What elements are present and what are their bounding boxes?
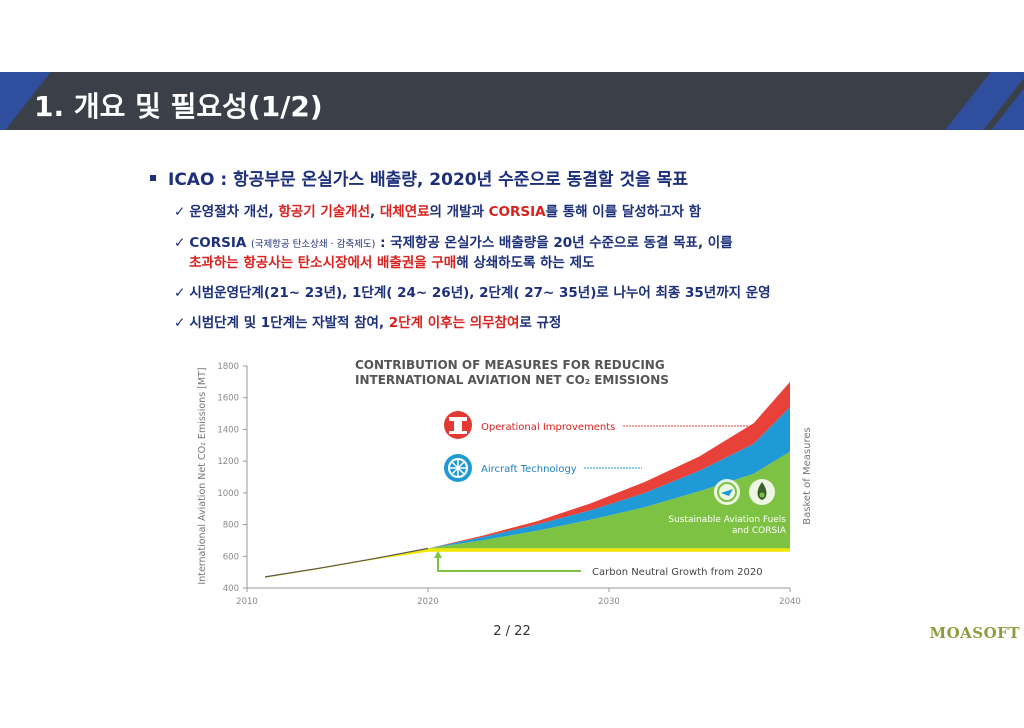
operational-improvements-icon: [444, 411, 472, 439]
aircraft-technology-label: Aircraft Technology: [481, 464, 577, 475]
sub2-text-c: : 국제항공 온실가스 배출량을 20년 수준으로 동결 목표, 이를: [375, 235, 733, 251]
cng-label: Carbon Neutral Growth from 2020: [592, 567, 763, 578]
sub1-text-f: CORSIA: [488, 204, 546, 220]
y-tick-label: 600: [223, 552, 239, 562]
sub4-text-c: 로 규정: [519, 315, 562, 331]
y-tick-label: 1000: [217, 489, 239, 499]
check-icon: ✓: [174, 285, 186, 301]
main-bullet-text: ICAO : 항공부문 온실가스 배출량, 2020년 수준으로 동결할 것을 …: [168, 170, 688, 190]
sub1-text-d: 대체연료: [379, 204, 430, 220]
sub1-text-b: 항공기 기술개선: [278, 204, 371, 220]
sub-bullet-1: ✓ 운영절차 개선, 항공기 기술개선, 대체연료의 개발과 CORSIA를 통해…: [174, 203, 701, 222]
slide-title: 1. 개요 및 필요성(1/2): [34, 90, 323, 123]
sub3-text: 시범운영단계(21~ 23년), 1단계( 24~ 26년), 2단계( 27~…: [189, 285, 771, 301]
main-bullet: ICAO : 항공부문 온실가스 배출량, 2020년 수준으로 동결할 것을 …: [150, 165, 688, 190]
title-bar: 1. 개요 및 필요성(1/2): [0, 72, 1024, 130]
y-tick-label: 1400: [217, 425, 239, 435]
y-tick-label: 1800: [217, 362, 239, 372]
check-icon: ✓: [174, 315, 186, 331]
aircraft-technology-icon: [444, 454, 472, 482]
check-icon: ✓: [174, 204, 186, 220]
operational-improvements-label: Operational Improvements: [481, 422, 615, 433]
y-tick-label: 800: [223, 521, 239, 531]
sub2-text-a: CORSIA: [189, 235, 251, 251]
x-tick-label: 2020: [417, 597, 439, 607]
cng-bracket-line: [437, 555, 581, 572]
sub4-text-a: 시범단계 및 1단계는 자발적 참여,: [189, 315, 389, 331]
sub2-text-e: 해 상쇄하도록 하는 제도: [456, 255, 595, 271]
right-axis-label: Basket of Measures: [802, 427, 813, 524]
sub2-text-d: 초과하는 항공사는 탄소시장에서 배출권을 구매: [189, 255, 457, 271]
y-tick-label: 1600: [217, 394, 239, 404]
sub-bullet-4: ✓ 시범단계 및 1단계는 자발적 참여, 2단계 이후는 의무참여로 규정: [174, 314, 561, 333]
sustainable-fuel-icon: [714, 479, 740, 505]
sub1-text-g: 를 통해 이를 달성하고자 함: [545, 204, 702, 220]
saf-label-line1: Sustainable Aviation Fuels: [668, 515, 786, 525]
saf-label-line2: and CORSIA: [732, 526, 787, 536]
area-carbon-neutral-growth: [265, 548, 791, 578]
sub-bullet-3: ✓ 시범운영단계(21~ 23년), 1단계( 24~ 26년), 2단계( 27…: [174, 284, 771, 303]
chart-svg: 400 600 800 1000 1200 1400 1600 1800 2010 2020 203…: [192, 350, 824, 613]
corsia-icon: [749, 479, 775, 505]
bullet-square-icon: [150, 175, 156, 181]
page-number: 2 / 22: [493, 624, 531, 639]
sub2-text-b: (국제항공 탄소상쇄 · 감축제도): [251, 239, 376, 250]
y-tick-label: 400: [223, 584, 239, 594]
historic-emissions-line: [265, 547, 429, 578]
sub1-text-a: 운영절차 개선,: [189, 204, 279, 220]
cng-arrow-icon: [434, 551, 442, 558]
sub1-text-e: 의 개발과: [429, 204, 489, 220]
chart-title-line2: INTERNATIONAL AVIATION NET CO₂ EMISSIONS: [355, 373, 669, 387]
x-tick-label: 2010: [236, 597, 258, 607]
x-tick-label: 2030: [598, 597, 620, 607]
check-icon: ✓: [174, 235, 186, 251]
emissions-chart: 400 600 800 1000 1200 1400 1600 1800 2010 2020 203…: [192, 350, 824, 613]
sub1-text-c: ,: [370, 204, 380, 220]
sub4-text-b: 2단계 이후는 의무참여: [388, 315, 520, 331]
y-tick-label: 1200: [217, 457, 239, 467]
y-axis-label: International Aviation Net CO₂ Emissions…: [197, 367, 208, 584]
brand-logo: MOASOFT: [929, 624, 1020, 642]
area-sustainable-fuels-corsia: [265, 451, 791, 577]
x-tick-label: 2040: [779, 597, 801, 607]
area-aircraft-technology: [265, 407, 791, 577]
sub-bullet-2: ✓ CORSIA (국제항공 탄소상쇄 · 감축제도) : 국제항공 온실가스 배…: [174, 234, 733, 273]
chart-title-line1: CONTRIBUTION OF MEASURES FOR REDUCING: [355, 358, 665, 372]
